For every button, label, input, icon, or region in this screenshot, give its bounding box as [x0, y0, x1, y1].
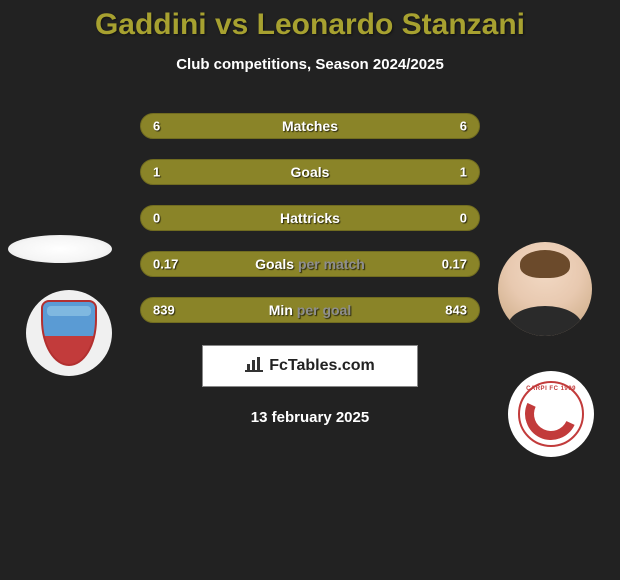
stat-label: Matches	[282, 118, 338, 134]
stat-left-value: 0	[153, 211, 160, 226]
stat-right-value: 0	[460, 211, 467, 226]
stat-label: Goals	[291, 164, 330, 180]
player-right-avatar	[498, 242, 592, 336]
club-left-crest	[26, 290, 112, 376]
stat-right-value: 1	[460, 165, 467, 180]
stat-row-goals-per-match: 0.17 Goals per match 0.17	[140, 251, 480, 277]
stat-right-value: 843	[445, 303, 467, 318]
stat-right-value: 0.17	[442, 257, 467, 272]
site-badge: FcTables.com	[202, 345, 418, 387]
player-left-avatar	[8, 235, 112, 263]
comparison-title: Gaddini vs Leonardo Stanzani	[0, 0, 620, 42]
stat-label: Goals per match	[255, 256, 365, 272]
stat-row-min-per-goal: 839 Min per goal 843	[140, 297, 480, 323]
stat-row-goals: 1 Goals 1	[140, 159, 480, 185]
stat-row-matches: 6 Matches 6	[140, 113, 480, 139]
stat-label: Hattricks	[280, 210, 340, 226]
stat-row-hattricks: 0 Hattricks 0	[140, 205, 480, 231]
stats-bars: 6 Matches 6 1 Goals 1 0 Hattricks 0 0.17…	[140, 113, 480, 323]
stat-left-value: 0.17	[153, 257, 178, 272]
stat-left-value: 6	[153, 119, 160, 134]
club-right-ring-icon: CARPI FC 1909	[518, 381, 584, 447]
club-left-shield-icon	[41, 300, 97, 366]
site-chart-icon	[245, 356, 263, 377]
stat-right-value: 6	[460, 119, 467, 134]
stat-left-value: 1	[153, 165, 160, 180]
comparison-subtitle: Club competitions, Season 2024/2025	[0, 56, 620, 73]
site-badge-text: FcTables.com	[269, 357, 375, 375]
club-right-crest: CARPI FC 1909	[508, 371, 594, 457]
stat-label: Min per goal	[269, 302, 351, 318]
stat-left-value: 839	[153, 303, 175, 318]
comparison-content: CARPI FC 1909 6 Matches 6 1 Goals 1 0 Ha…	[0, 113, 620, 426]
